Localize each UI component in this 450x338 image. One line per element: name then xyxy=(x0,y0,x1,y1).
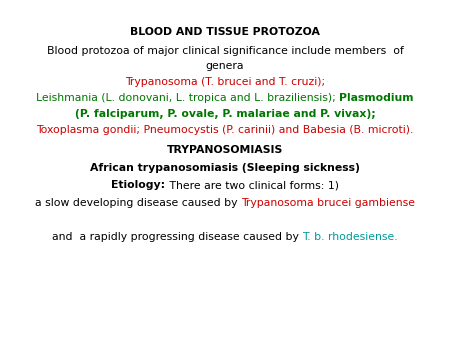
Text: and  a rapidly progressing disease caused by: and a rapidly progressing disease caused… xyxy=(52,232,302,242)
Text: Trypanosoma brucei gambiense: Trypanosoma brucei gambiense xyxy=(241,197,415,208)
Text: T. b. rhodesiense.: T. b. rhodesiense. xyxy=(302,232,398,242)
Text: Trypanosoma (T. brucei and T. cruzi);: Trypanosoma (T. brucei and T. cruzi); xyxy=(125,77,325,87)
Text: Etiology:: Etiology: xyxy=(112,180,166,190)
Text: (P. falciparum, P. ovale, P. malariae and P. vivax);: (P. falciparum, P. ovale, P. malariae an… xyxy=(75,109,375,119)
Text: African trypanosomiasis (Sleeping sickness): African trypanosomiasis (Sleeping sickne… xyxy=(90,163,360,173)
Text: a slow developing disease caused by: a slow developing disease caused by xyxy=(35,197,241,208)
Text: Plasmodium: Plasmodium xyxy=(339,93,414,103)
Text: Toxoplasma gondii; Pneumocystis (P. carinii) and Babesia (B. microti).: Toxoplasma gondii; Pneumocystis (P. cari… xyxy=(36,125,414,135)
Text: genera: genera xyxy=(206,61,244,71)
Text: BLOOD AND TISSUE PROTOZOA: BLOOD AND TISSUE PROTOZOA xyxy=(130,27,320,38)
Text: Leishmania (L. donovani, L. tropica and L. braziliensis);: Leishmania (L. donovani, L. tropica and … xyxy=(36,93,339,103)
Text: There are two clinical forms: 1): There are two clinical forms: 1) xyxy=(166,180,338,190)
Text: Blood protozoa of major clinical significance include members  of: Blood protozoa of major clinical signifi… xyxy=(46,46,404,56)
Text: TRYPANOSOMIASIS: TRYPANOSOMIASIS xyxy=(167,145,283,155)
